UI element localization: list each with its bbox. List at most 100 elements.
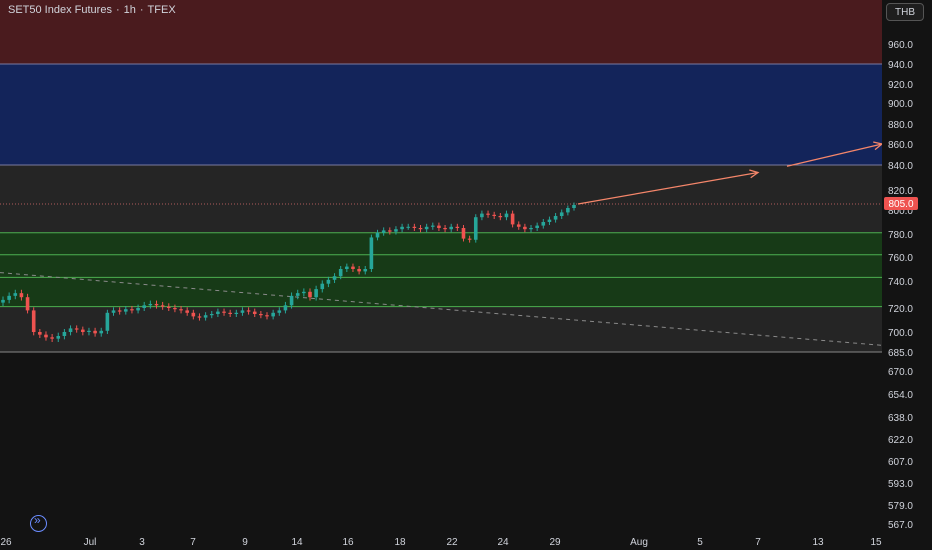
trendline <box>0 272 883 346</box>
candle <box>228 309 232 317</box>
price-zone <box>0 0 882 64</box>
price-zones <box>0 0 882 352</box>
y-tick-label: 920.0 <box>888 80 913 91</box>
candle <box>480 210 484 221</box>
y-tick-label: 780.0 <box>888 230 913 241</box>
interval-label: 1h <box>123 4 136 16</box>
candle <box>504 210 509 221</box>
candle <box>148 300 153 309</box>
candle <box>99 327 104 337</box>
candle <box>56 332 61 342</box>
price-tag-bg <box>884 197 918 210</box>
candle <box>412 223 417 231</box>
y-tick-label: 567.0 <box>888 520 913 531</box>
x-tick-label: 7 <box>190 537 196 548</box>
candle <box>105 309 110 334</box>
candle <box>535 222 539 231</box>
candle <box>498 213 503 221</box>
y-tick-label: 638.0 <box>888 413 913 424</box>
candle <box>44 331 48 341</box>
candle <box>547 216 552 225</box>
y-tick-label: 820.0 <box>888 186 913 197</box>
x-tick-label: 22 <box>446 537 458 548</box>
candle <box>265 312 269 320</box>
x-tick-label: 29 <box>549 537 561 548</box>
candle <box>259 311 263 319</box>
candle <box>338 266 343 280</box>
x-tick-label: 26 <box>0 537 12 548</box>
candle <box>173 304 177 313</box>
candle <box>111 307 116 316</box>
candle <box>302 288 306 297</box>
candle <box>572 202 576 211</box>
candle <box>326 276 331 288</box>
projection-arrow <box>577 169 760 205</box>
x-tick-label: 14 <box>291 537 303 548</box>
candle <box>185 307 189 316</box>
candle <box>357 266 361 275</box>
x-tick-label: 9 <box>242 537 248 548</box>
x-tick-label: 3 <box>139 537 145 548</box>
time-axis[interactable]: 26 Jul 3 7 9 14 16 18 22 24 29 Aug 5 7 13 15 <box>0 535 932 550</box>
candle <box>541 219 546 229</box>
y-tick-label: 654.0 <box>888 390 913 401</box>
candle <box>529 225 533 233</box>
candle <box>320 280 325 293</box>
y-tick-label: 670.0 <box>888 367 913 378</box>
candle <box>1 296 5 306</box>
x-tick-label: 5 <box>697 537 703 548</box>
candle <box>62 329 67 340</box>
candle <box>277 307 282 316</box>
x-tick-label: 24 <box>497 537 509 548</box>
candle <box>154 300 159 309</box>
candle <box>492 211 496 219</box>
y-tick-label: 685.0 <box>888 348 913 359</box>
candle <box>553 213 558 223</box>
candle <box>136 304 140 314</box>
price-zone <box>0 232 882 307</box>
candle <box>203 312 208 321</box>
candle <box>467 235 472 243</box>
candle <box>332 273 337 284</box>
candle <box>130 305 134 314</box>
candle <box>7 292 11 304</box>
candle <box>50 334 54 342</box>
price-zone <box>0 64 882 165</box>
candle <box>388 227 392 235</box>
y-tick-label: 579.0 <box>888 501 913 512</box>
y-tick-label: 940.0 <box>888 60 913 71</box>
candle <box>289 292 294 309</box>
candle <box>523 223 527 233</box>
candle <box>93 327 97 337</box>
trendline-dashed <box>0 272 883 346</box>
y-tick-label: 607.0 <box>888 457 913 468</box>
candle <box>400 223 404 233</box>
candle <box>473 214 478 243</box>
candle <box>283 301 288 314</box>
candle <box>81 326 85 336</box>
candle <box>209 311 214 319</box>
candle <box>31 307 36 336</box>
symbol-title[interactable]: SET50 Index Futures · 1h · TFEX <box>8 4 180 16</box>
y-tick-label: 720.0 <box>888 304 913 315</box>
candle <box>461 225 466 242</box>
price-axis[interactable]: 960.0 940.0 920.0 900.0 880.0 860.0 840.0 820.0… <box>882 0 932 535</box>
candle <box>117 307 122 315</box>
candle <box>216 308 220 317</box>
y-tick-label: 593.0 <box>888 479 913 490</box>
candle <box>418 225 423 233</box>
currency-button[interactable]: THB <box>886 3 924 21</box>
candle <box>351 263 355 272</box>
y-tick-label: 960.0 <box>888 40 913 51</box>
tradingview-logo-icon[interactable] <box>30 513 47 532</box>
candle <box>240 307 245 316</box>
candle <box>142 301 147 311</box>
candle <box>510 210 515 228</box>
y-tick-label: 700.0 <box>888 328 913 339</box>
candle <box>38 329 42 338</box>
candle <box>222 308 226 316</box>
candle <box>375 229 380 241</box>
candle <box>369 234 374 272</box>
candle <box>455 223 460 231</box>
